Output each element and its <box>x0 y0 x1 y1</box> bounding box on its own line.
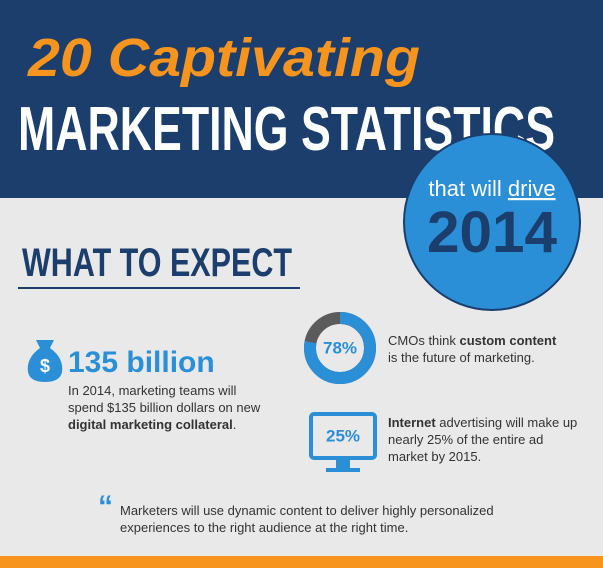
text: . <box>232 417 237 432</box>
section-heading: WHAT TO EXPECT <box>22 241 292 285</box>
bold-text: custom content <box>459 333 557 348</box>
monitor-screen <box>309 412 377 460</box>
monitor-base <box>326 468 360 472</box>
text: CMOs think <box>388 333 460 348</box>
badge-circle <box>403 133 581 311</box>
badge-emphasis: drive <box>508 176 556 201</box>
text: is the future of marketing. <box>388 350 535 365</box>
monitor-neck <box>336 460 350 468</box>
quote-mark: “ <box>98 490 113 523</box>
donut-label: 78% <box>323 338 357 357</box>
stat-text: In 2014, marketing teams will spend $135… <box>68 382 268 433</box>
stat-text: Internet advertising will make up nearly… <box>388 414 578 465</box>
text: In 2014, marketing teams will spend $135… <box>68 383 261 415</box>
bold-text: digital marketing collateral <box>68 417 233 432</box>
badge-year: 2014 <box>427 200 557 265</box>
text: advertising will make up nearly 25% of t… <box>388 415 578 464</box>
stat-text: CMOs think custom content is the future … <box>388 332 568 366</box>
donut-arc <box>304 312 376 384</box>
money-bag-icon <box>27 340 63 382</box>
stat-headline: 135 billion <box>68 346 215 379</box>
bold-text: Internet <box>388 415 436 430</box>
money-symbol: $ <box>40 356 50 376</box>
badge-prefix: that will <box>428 176 507 201</box>
script-title: 20 Captivating <box>27 28 420 88</box>
footer-band <box>0 556 603 568</box>
badge-line: that will drive <box>428 176 555 201</box>
monitor-label: 25% <box>326 426 360 445</box>
quote-text: Marketers will use dynamic content to de… <box>120 503 494 535</box>
